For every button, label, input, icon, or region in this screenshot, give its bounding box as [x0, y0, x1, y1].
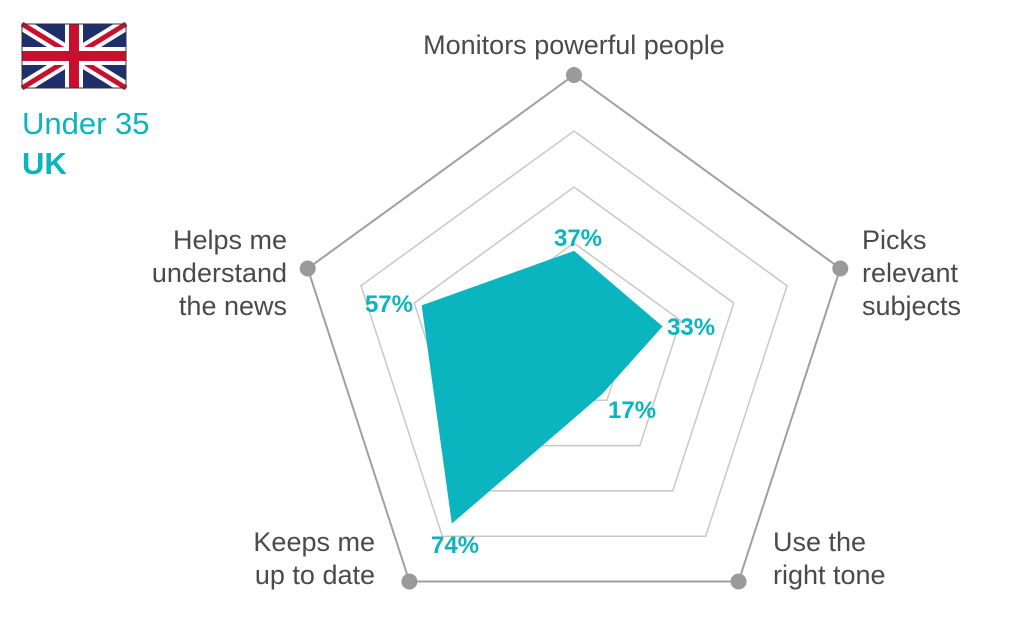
vertex-dot-0: [566, 67, 582, 83]
radar-labels: Monitors powerful people Picks relevant sub…: [152, 30, 961, 590]
value-label-1: 33%: [667, 314, 715, 341]
value-label-4: 57%: [365, 291, 413, 318]
grid-ring-4: [360, 130, 788, 537]
grid-ring-5: [306, 73, 842, 583]
axis-label-3: Keeps me up to date: [253, 527, 375, 590]
grid-ring-3: [413, 186, 735, 492]
vertex-dot-2: [730, 573, 747, 590]
data-area: [421, 250, 663, 524]
value-label-3: 74%: [431, 532, 479, 559]
value-label-2: 17%: [608, 397, 656, 424]
vertex-dot-1: [832, 260, 849, 277]
title-uk: UK: [22, 146, 67, 181]
vertex-dot-4: [299, 260, 316, 277]
axis-label-2: Use the right tone: [773, 527, 886, 590]
axis-label-0: Monitors powerful people: [423, 30, 725, 60]
axis-label-4: Helps me understand the news: [152, 225, 287, 321]
vertex-dot-3: [401, 573, 418, 590]
subtitle-under-35: Under 35: [22, 106, 150, 141]
radar-data: [421, 250, 663, 524]
uk-flag-icon: [18, 18, 130, 94]
axis-label-1: Picks relevant subjects: [862, 225, 961, 321]
value-label-0: 37%: [554, 225, 602, 252]
